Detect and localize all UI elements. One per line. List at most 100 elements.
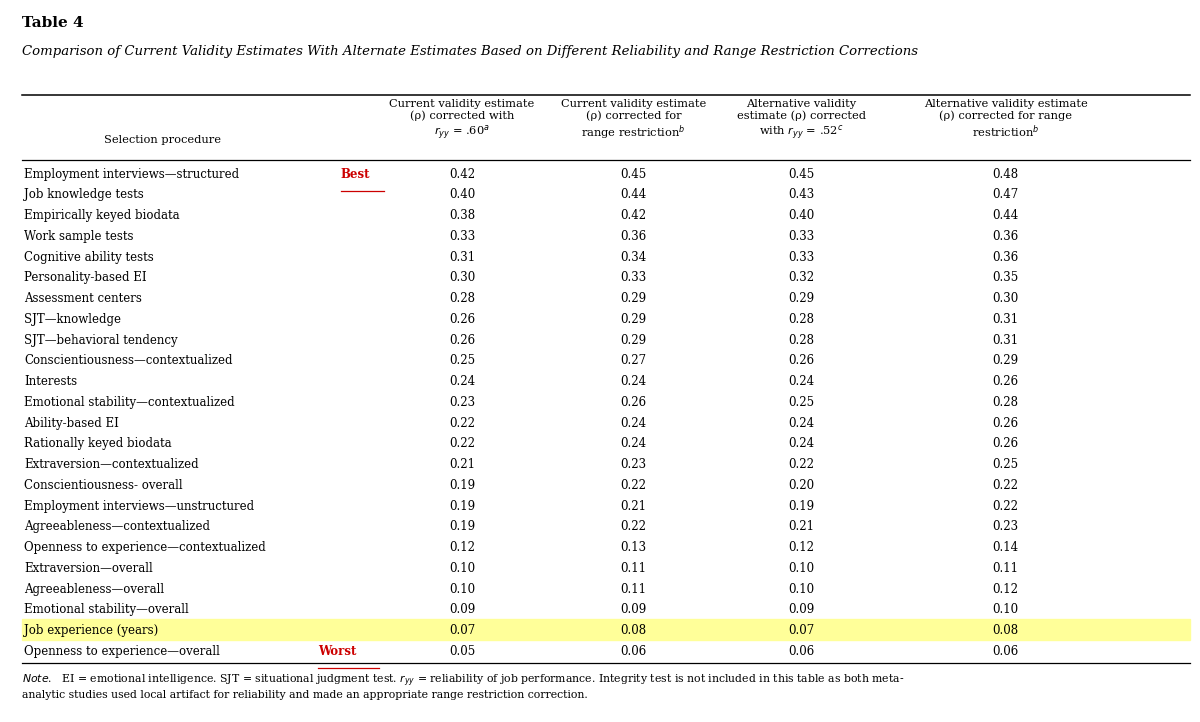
Text: 0.24: 0.24 xyxy=(788,438,815,451)
Text: 0.09: 0.09 xyxy=(449,604,475,617)
Text: 0.24: 0.24 xyxy=(449,375,475,388)
Text: 0.06: 0.06 xyxy=(992,645,1019,658)
Text: Conscientiousness—contextualized: Conscientiousness—contextualized xyxy=(24,355,233,367)
Text: Alternative validity estimate
(ρ) corrected for range
restriction$^b$: Alternative validity estimate (ρ) correc… xyxy=(924,99,1087,140)
Text: 0.10: 0.10 xyxy=(788,583,815,596)
Text: 0.10: 0.10 xyxy=(449,562,475,575)
Text: Table 4: Table 4 xyxy=(22,16,83,30)
Text: 0.10: 0.10 xyxy=(449,583,475,596)
Text: Rationally keyed biodata: Rationally keyed biodata xyxy=(24,438,172,451)
Text: 0.19: 0.19 xyxy=(788,500,815,513)
Text: 0.24: 0.24 xyxy=(620,438,647,451)
Text: 0.28: 0.28 xyxy=(449,292,475,305)
Text: Openness to experience—contextualized: Openness to experience—contextualized xyxy=(24,542,265,554)
Text: 0.28: 0.28 xyxy=(992,396,1019,409)
Text: Extraversion—overall: Extraversion—overall xyxy=(24,562,152,575)
Text: Cognitive ability tests: Cognitive ability tests xyxy=(24,251,154,264)
Text: 0.29: 0.29 xyxy=(788,292,815,305)
Bar xyxy=(22,619,1190,640)
Text: Alternative validity
estimate (ρ) corrected
with $r_{yy}$ = .52$^c$: Alternative validity estimate (ρ) correc… xyxy=(737,99,866,142)
Text: Employment interviews—unstructured: Employment interviews—unstructured xyxy=(24,500,254,513)
Text: 0.22: 0.22 xyxy=(620,521,647,534)
Text: 0.05: 0.05 xyxy=(449,645,475,658)
Text: 0.26: 0.26 xyxy=(992,375,1019,388)
Text: 0.28: 0.28 xyxy=(788,313,815,326)
Text: 0.13: 0.13 xyxy=(620,542,647,554)
Text: 0.23: 0.23 xyxy=(449,396,475,409)
Text: Job experience (years): Job experience (years) xyxy=(24,624,158,638)
Text: 0.25: 0.25 xyxy=(788,396,815,409)
Text: 0.25: 0.25 xyxy=(449,355,475,367)
Text: 0.08: 0.08 xyxy=(620,624,647,638)
Text: 0.29: 0.29 xyxy=(992,355,1019,367)
Text: 0.34: 0.34 xyxy=(620,251,647,264)
Text: Current validity estimate
(ρ) corrected for
range restriction$^b$: Current validity estimate (ρ) corrected … xyxy=(560,99,707,142)
Text: 0.26: 0.26 xyxy=(992,438,1019,451)
Text: Empirically keyed biodata: Empirically keyed biodata xyxy=(24,209,180,222)
Text: Current validity estimate
(ρ) corrected with
$r_{yy}$ = .60$^a$: Current validity estimate (ρ) corrected … xyxy=(389,99,535,142)
Text: 0.31: 0.31 xyxy=(992,334,1019,347)
Text: Conscientiousness- overall: Conscientiousness- overall xyxy=(24,479,182,492)
Text: 0.31: 0.31 xyxy=(449,251,475,264)
Text: 0.14: 0.14 xyxy=(992,542,1019,554)
Text: 0.44: 0.44 xyxy=(992,209,1019,222)
Text: 0.10: 0.10 xyxy=(788,562,815,575)
Text: 0.21: 0.21 xyxy=(620,500,647,513)
Text: 0.24: 0.24 xyxy=(620,417,647,430)
Text: 0.23: 0.23 xyxy=(992,521,1019,534)
Text: Assessment centers: Assessment centers xyxy=(24,292,142,305)
Text: 0.30: 0.30 xyxy=(992,292,1019,305)
Text: 0.26: 0.26 xyxy=(992,417,1019,430)
Text: 0.44: 0.44 xyxy=(620,188,647,201)
Text: Worst: Worst xyxy=(318,645,356,658)
Text: 0.24: 0.24 xyxy=(788,375,815,388)
Text: 0.22: 0.22 xyxy=(992,479,1019,492)
Text: 0.35: 0.35 xyxy=(992,271,1019,284)
Text: Employment interviews—structured: Employment interviews—structured xyxy=(24,168,239,180)
Text: 0.08: 0.08 xyxy=(992,624,1019,638)
Text: 0.07: 0.07 xyxy=(449,624,475,638)
Text: 0.21: 0.21 xyxy=(449,458,475,471)
Text: 0.30: 0.30 xyxy=(449,271,475,284)
Text: 0.42: 0.42 xyxy=(449,168,475,180)
Text: 0.09: 0.09 xyxy=(620,604,647,617)
Text: 0.29: 0.29 xyxy=(620,292,647,305)
Text: Ability-based EI: Ability-based EI xyxy=(24,417,119,430)
Text: 0.22: 0.22 xyxy=(449,417,475,430)
Text: 0.26: 0.26 xyxy=(449,313,475,326)
Text: Best: Best xyxy=(341,168,371,180)
Text: 0.26: 0.26 xyxy=(620,396,647,409)
Text: 0.26: 0.26 xyxy=(788,355,815,367)
Text: 0.19: 0.19 xyxy=(449,500,475,513)
Text: 0.42: 0.42 xyxy=(620,209,647,222)
Text: 0.11: 0.11 xyxy=(992,562,1019,575)
Text: 0.31: 0.31 xyxy=(992,313,1019,326)
Text: 0.19: 0.19 xyxy=(449,479,475,492)
Text: 0.19: 0.19 xyxy=(449,521,475,534)
Text: 0.11: 0.11 xyxy=(620,583,647,596)
Text: 0.33: 0.33 xyxy=(620,271,647,284)
Text: 0.33: 0.33 xyxy=(449,230,475,243)
Text: 0.09: 0.09 xyxy=(788,604,815,617)
Text: 0.22: 0.22 xyxy=(449,438,475,451)
Text: 0.25: 0.25 xyxy=(992,458,1019,471)
Text: 0.23: 0.23 xyxy=(620,458,647,471)
Text: 0.12: 0.12 xyxy=(788,542,815,554)
Text: 0.24: 0.24 xyxy=(620,375,647,388)
Text: 0.38: 0.38 xyxy=(449,209,475,222)
Text: 0.22: 0.22 xyxy=(620,479,647,492)
Text: SJT—behavioral tendency: SJT—behavioral tendency xyxy=(24,334,178,347)
Text: 0.29: 0.29 xyxy=(620,334,647,347)
Text: Emotional stability—overall: Emotional stability—overall xyxy=(24,604,188,617)
Text: 0.36: 0.36 xyxy=(620,230,647,243)
Text: 0.11: 0.11 xyxy=(620,562,647,575)
Text: Work sample tests: Work sample tests xyxy=(24,230,133,243)
Text: 0.40: 0.40 xyxy=(788,209,815,222)
Text: Openness to experience—overall: Openness to experience—overall xyxy=(24,645,220,658)
Text: 0.24: 0.24 xyxy=(788,417,815,430)
Text: SJT—knowledge: SJT—knowledge xyxy=(24,313,121,326)
Text: 0.22: 0.22 xyxy=(788,458,815,471)
Text: Comparison of Current Validity Estimates With Alternate Estimates Based on Diffe: Comparison of Current Validity Estimates… xyxy=(22,45,918,58)
Text: 0.43: 0.43 xyxy=(788,188,815,201)
Text: Emotional stability—contextualized: Emotional stability—contextualized xyxy=(24,396,235,409)
